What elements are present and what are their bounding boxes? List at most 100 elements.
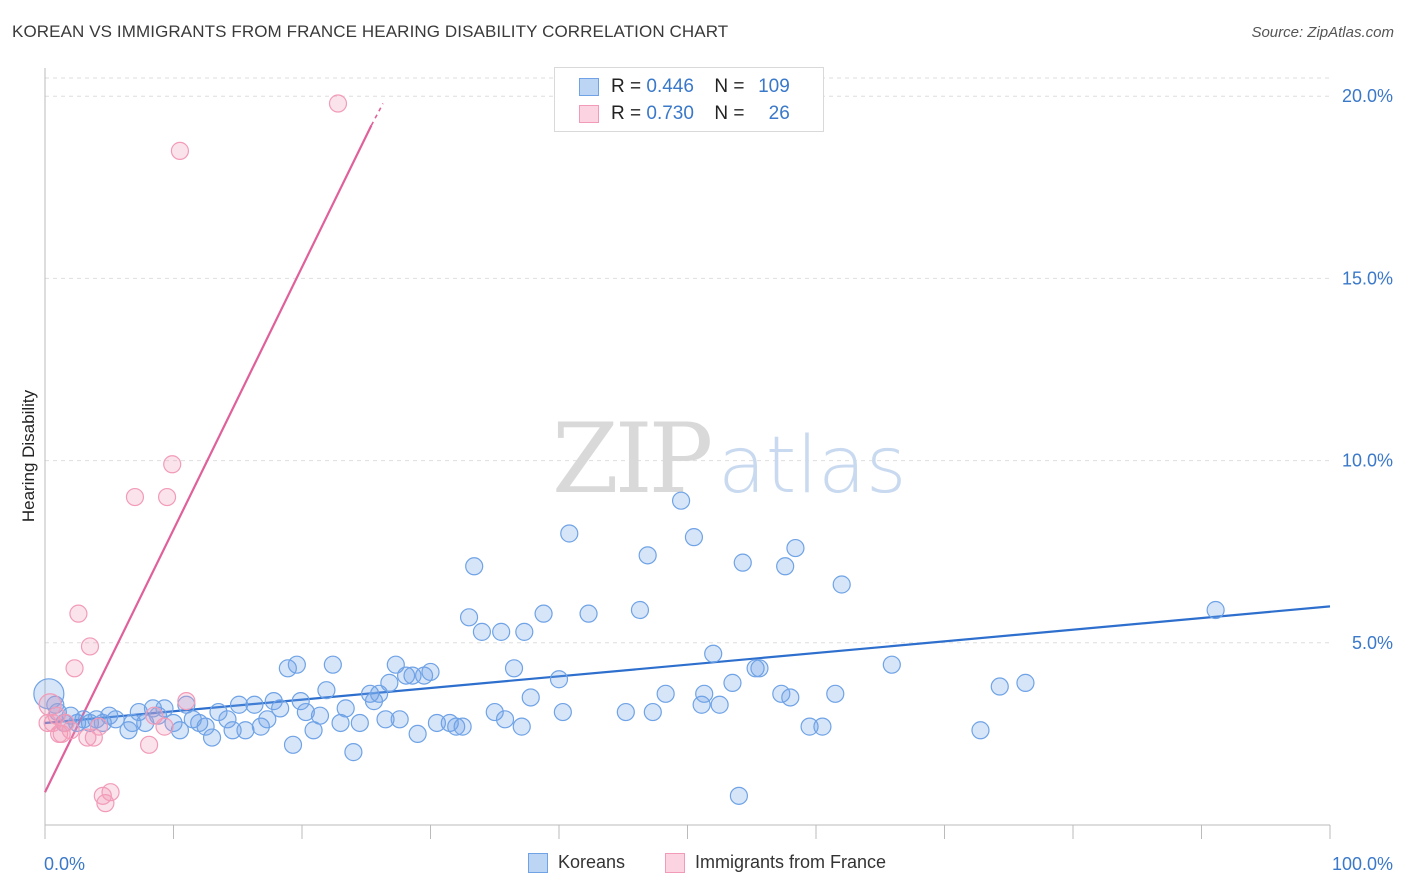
korean-point [218, 710, 237, 729]
korean-point [170, 721, 190, 740]
korean-point [245, 695, 264, 714]
korean-point [236, 721, 255, 740]
france-point [52, 724, 71, 744]
korean-point [504, 659, 524, 678]
korean-point [485, 702, 504, 722]
korean-point [746, 659, 765, 678]
korean-point [638, 546, 657, 565]
korean-point [202, 728, 222, 747]
axis-layer: 5.0% 10.0% 15.0% 20.0% 0.0% 100.0% [44, 68, 1393, 874]
legend-row-france: R = 0.730 N = 26 [579, 103, 790, 125]
korean-point [465, 557, 484, 576]
korean-point [786, 538, 805, 558]
korean-point [1206, 600, 1225, 620]
korean-point [832, 575, 851, 594]
korean-point [155, 699, 174, 718]
korean-point [521, 688, 540, 707]
france-point [328, 94, 348, 113]
korean-point [534, 604, 553, 623]
france-trend-line [44, 124, 373, 793]
korean-point [710, 695, 729, 714]
korean-point [695, 684, 714, 703]
korean-point [1016, 673, 1035, 692]
korean-point [781, 688, 800, 707]
points-layer [33, 94, 1225, 813]
korean-point [350, 713, 369, 733]
france-point [84, 728, 103, 747]
x-tick-label: 0.0% [44, 854, 85, 874]
korean-point [750, 659, 769, 678]
korean-point [396, 666, 416, 685]
korean-point [229, 695, 249, 714]
series-swatch-france [665, 852, 685, 873]
korean-point [291, 692, 310, 711]
korean-point [729, 786, 749, 805]
legend-n-value: 26 [768, 103, 790, 124]
korean-point [772, 684, 791, 703]
korean-point [421, 662, 440, 682]
korean-point [630, 600, 650, 620]
korean-point [344, 743, 363, 762]
series-swatch-koreans [528, 852, 548, 873]
korean-point [990, 677, 1009, 696]
france-point [89, 717, 109, 736]
korean-point [492, 622, 511, 641]
korean-trend-line [44, 605, 1331, 725]
korean-point [323, 655, 342, 674]
korean-point [826, 684, 845, 703]
korean-point [271, 699, 290, 718]
france-point [78, 728, 97, 747]
korean-point [317, 681, 336, 700]
korean-point [283, 735, 303, 754]
y-tick-label: 10.0% [1342, 451, 1393, 471]
legend-n-label: N = [714, 103, 745, 124]
watermark-zip: ZIP [552, 403, 711, 515]
france-point [65, 659, 84, 678]
stats-legend: R = 0.446 N = 109 R = 0.730 N = 26 [554, 67, 824, 132]
legend-r-value: 0.446 [646, 76, 694, 97]
korean-point [264, 692, 283, 711]
korean-point [579, 604, 598, 623]
korean-point [278, 659, 297, 678]
korean-point [427, 713, 447, 733]
korean-point [258, 710, 277, 729]
legend-r-label: R = [611, 76, 642, 97]
korean-point [453, 717, 472, 736]
france-point [139, 735, 159, 754]
korean-point [408, 724, 427, 744]
korean-point [196, 717, 215, 736]
korean-point [296, 702, 315, 722]
korean-point [813, 717, 832, 736]
legend-swatch-koreans [579, 78, 599, 96]
korean-point [251, 717, 270, 736]
korean-point [512, 717, 531, 736]
korean-point [616, 702, 635, 722]
y-tick-label: 20.0% [1342, 86, 1393, 106]
series-label-koreans: Koreans [558, 852, 626, 872]
series-legend-france[interactable]: Immigrants from France [665, 852, 886, 873]
series-label-france: Immigrants from France [695, 852, 887, 872]
grid-layer [45, 77, 1330, 644]
korean-point [723, 673, 742, 692]
korean-point [495, 710, 515, 729]
korean-point [643, 702, 662, 722]
korean-point [376, 710, 395, 729]
korean-point [656, 684, 675, 703]
korean-point [515, 622, 534, 641]
korean-point [733, 553, 752, 572]
korean-point [390, 710, 409, 729]
korean-point [123, 713, 142, 733]
france-point [177, 692, 196, 711]
y-tick-label: 15.0% [1342, 268, 1393, 288]
korean-point [148, 706, 168, 725]
y-axis-label: Hearing Disability [19, 389, 38, 522]
series-legend: Koreans Immigrants from France [0, 852, 1406, 876]
korean-point [549, 670, 569, 689]
korean-point [684, 528, 704, 547]
series-legend-koreans[interactable]: Koreans [528, 852, 625, 873]
korean-point [223, 721, 242, 740]
trend-layer [44, 103, 1331, 793]
source-label: Source: ZipAtlas.com [1251, 24, 1394, 41]
y-tick-label: 5.0% [1352, 633, 1393, 653]
